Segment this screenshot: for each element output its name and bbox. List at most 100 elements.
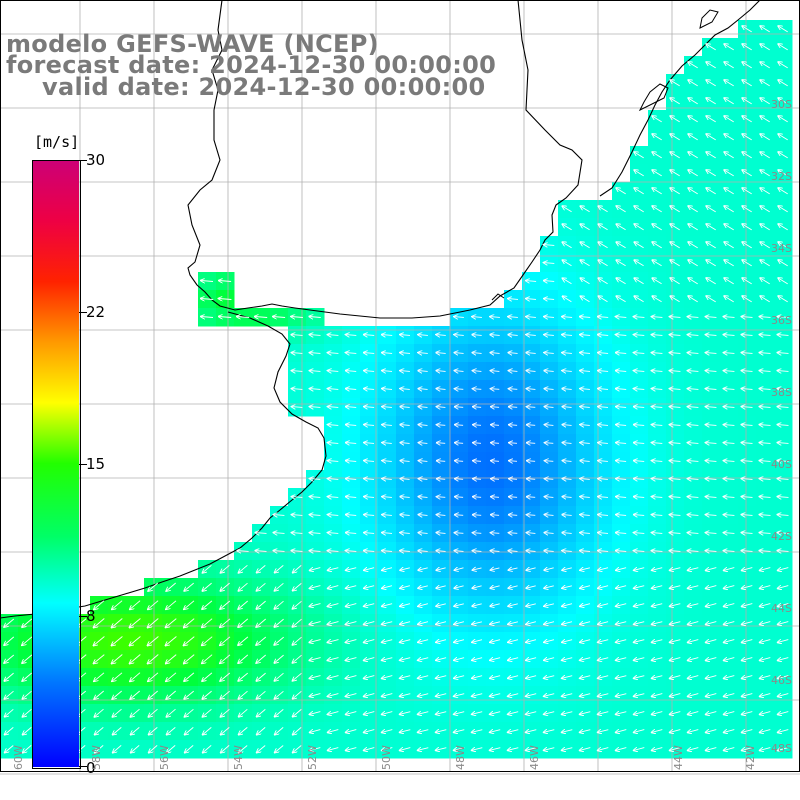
wind-arrow (437, 425, 446, 426)
lat-label: 40S (771, 458, 792, 471)
colorbar-tickmark (79, 616, 87, 617)
wind-arrow (437, 461, 446, 462)
wind-arrow (670, 98, 680, 105)
wind-arrow (688, 98, 698, 105)
wind-arrow (545, 443, 554, 444)
lat-label: 34S (771, 242, 792, 255)
wind-arrow (742, 134, 752, 141)
wind-arrow (491, 515, 500, 516)
wind-arrow (760, 98, 770, 105)
wind-arrow (706, 134, 716, 141)
wind-arrow (527, 425, 536, 426)
lat-label: 48S (771, 742, 792, 755)
wind-arrow (688, 116, 698, 123)
wind-arrow (670, 80, 680, 87)
wind-arrow (688, 152, 698, 159)
colorbar-unit: [m/s] (34, 133, 80, 151)
wind-arrow (724, 116, 734, 123)
lat-label: 36S (771, 314, 792, 327)
wind-arrow (455, 407, 464, 408)
wind-arrow (473, 389, 482, 390)
wind-arrow (742, 152, 752, 159)
wind-arrow (742, 80, 752, 87)
wind-arrow (545, 461, 554, 462)
lon-label: 52W (306, 745, 319, 770)
lon-label: 58W (90, 745, 103, 770)
lat-label: 32S (771, 170, 792, 183)
wind-arrow (760, 44, 770, 51)
lon-label: 46W (528, 745, 541, 770)
colorbar-tick-22: 22 (86, 303, 106, 321)
wind-arrow (491, 461, 500, 462)
wind-arrow (473, 515, 482, 516)
wind-arrow (473, 479, 482, 480)
wind-arrow (724, 62, 734, 69)
wind-arrow (634, 152, 644, 159)
lon-label: 54W (232, 745, 245, 770)
wind-arrow (706, 44, 716, 51)
colorbar-tick-30: 30 (86, 151, 106, 169)
wind-arrow (455, 443, 464, 444)
wind-arrow (491, 533, 500, 534)
wind-arrow (509, 461, 518, 462)
colorbar-tickmark (79, 464, 87, 465)
wind-arrow (455, 425, 464, 426)
wind-arrow (527, 497, 536, 498)
wind-arrow (437, 497, 446, 498)
wind-arrow (778, 26, 788, 33)
wind-arrow (491, 497, 500, 498)
wind-arrow (760, 80, 770, 87)
wind-arrow (473, 461, 482, 462)
wind-arrow (778, 98, 788, 105)
wind-arrow (742, 26, 752, 33)
lat-label: 38S (771, 386, 792, 399)
wind-arrow (670, 152, 680, 159)
wind-arrow (473, 443, 482, 444)
wind-arrows (4, 26, 789, 753)
coastline (0, 0, 761, 619)
lat-label: 44S (771, 602, 792, 615)
colorbar-tickmark (79, 312, 87, 313)
wind-arrow (742, 44, 752, 51)
wind-arrow (455, 497, 464, 498)
wind-arrow (455, 479, 464, 480)
wind-arrow (491, 389, 500, 390)
lon-label: 48W (454, 745, 467, 770)
wind-arrow (491, 443, 500, 444)
wind-arrow (437, 443, 446, 444)
wind-arrow (778, 62, 788, 69)
wind-arrow (742, 116, 752, 123)
wind-arrow (545, 479, 554, 480)
wind-arrow (724, 134, 734, 141)
wind-arrow (509, 425, 518, 426)
wind-arrow (455, 389, 464, 390)
lon-label: 60W (12, 745, 25, 770)
wind-arrow (688, 80, 698, 87)
wind-arrow (509, 533, 518, 534)
wind-arrow (724, 44, 734, 51)
wind-arrow (491, 479, 500, 480)
wind-arrow (527, 407, 536, 408)
wind-arrow (455, 461, 464, 462)
wind-arrow (706, 62, 716, 69)
colorbar-tickmark (79, 766, 87, 767)
wind-arrow (742, 98, 752, 105)
colorbar-tick-8: 8 (86, 607, 96, 625)
wind-arrow (670, 116, 680, 123)
wind-arrow (778, 80, 788, 87)
wind-arrow (760, 62, 770, 69)
wind-arrow (455, 515, 464, 516)
lat-label: 42S (771, 530, 792, 543)
wind-arrow (509, 443, 518, 444)
wind-arrow (491, 425, 500, 426)
lat-label: 30S (771, 98, 792, 111)
wind-arrow (509, 497, 518, 498)
wind-arrow (473, 407, 482, 408)
wind-arrow (473, 533, 482, 534)
wind-arrow (760, 134, 770, 141)
wind-arrow (527, 479, 536, 480)
wind-arrow (724, 80, 734, 87)
wind-arrow (778, 116, 788, 123)
colorbar-tick-15: 15 (86, 455, 106, 473)
